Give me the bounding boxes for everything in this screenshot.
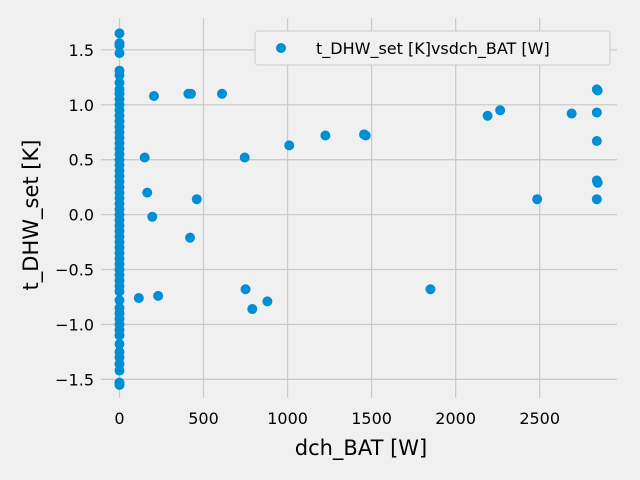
y-tick-labels: −1.5 −1.0 −0.5 0.0 0.5 1.0 1.5: [55, 41, 94, 389]
y-tick-label: −1.5: [55, 370, 94, 389]
data-point: [147, 211, 158, 222]
data-point: [591, 107, 602, 118]
data-point: [591, 136, 602, 147]
x-tick-label: 500: [188, 409, 219, 428]
data-point: [495, 105, 506, 116]
data-point: [320, 130, 331, 141]
grid: [101, 18, 617, 398]
data-point: [239, 152, 250, 163]
data-points: [114, 28, 603, 390]
data-point: [185, 232, 196, 243]
data-point: [217, 88, 228, 99]
data-point: [591, 194, 602, 205]
x-tick-label: 2000: [435, 409, 476, 428]
legend-box: [254, 30, 611, 66]
x-tick-label: 1000: [267, 409, 308, 428]
data-point: [114, 28, 125, 39]
data-point: [185, 88, 196, 99]
data-point: [114, 330, 125, 341]
data-point: [240, 284, 251, 295]
x-axis-label: dch_BAT [W]: [295, 436, 427, 461]
y-tick-label: −0.5: [55, 261, 94, 280]
y-tick-label: 1.5: [69, 41, 94, 60]
x-tick-labels: 0 500 1000 1500 2000 2500: [114, 409, 560, 428]
data-point: [114, 48, 125, 59]
legend-marker: [276, 43, 286, 53]
data-point: [133, 293, 144, 304]
data-point: [114, 295, 125, 306]
data-point: [566, 108, 577, 119]
data-point: [360, 130, 371, 141]
legend-label: t_DHW_set [K]vsdch_BAT [W]: [316, 39, 550, 59]
data-point: [153, 290, 164, 301]
y-tick-label: 1.0: [69, 96, 94, 115]
y-axis-label: t_DHW_set [K]: [19, 140, 44, 291]
x-tick-label: 0: [114, 409, 124, 428]
data-point: [592, 177, 603, 188]
data-point: [114, 286, 125, 297]
data-point: [592, 85, 603, 96]
y-tick-label: 0.0: [69, 206, 94, 225]
data-point: [142, 187, 153, 198]
y-tick-label: 0.5: [69, 151, 94, 170]
data-point: [114, 379, 125, 390]
x-tick-label: 2500: [519, 409, 560, 428]
data-point: [191, 194, 202, 205]
data-point: [284, 140, 295, 151]
data-point: [425, 284, 436, 295]
y-tick-label: −1.0: [55, 315, 94, 334]
data-point: [262, 296, 273, 307]
data-point: [532, 194, 543, 205]
data-point: [148, 90, 159, 101]
data-point: [139, 152, 150, 163]
data-point: [114, 40, 125, 51]
data-point: [114, 70, 125, 81]
data-point: [247, 304, 258, 315]
data-point: [114, 365, 125, 376]
legend: t_DHW_set [K]vsdch_BAT [W]: [254, 30, 611, 66]
data-point: [482, 110, 493, 121]
x-tick-label: 1500: [351, 409, 392, 428]
data-point: [114, 339, 125, 350]
